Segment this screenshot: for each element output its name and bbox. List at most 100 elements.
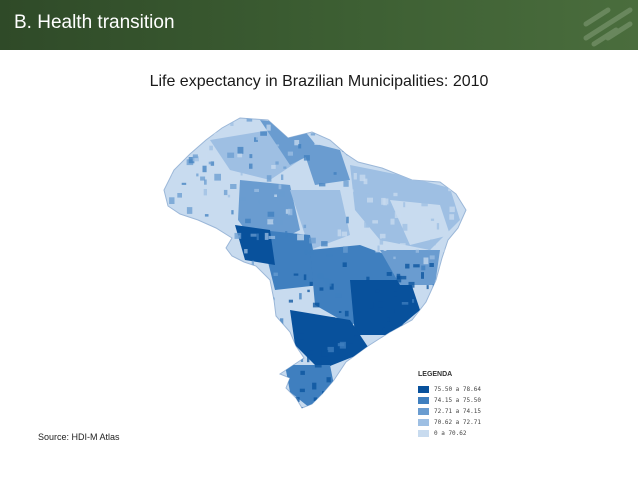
- municipality-cell: [204, 214, 209, 217]
- municipality-cell: [426, 166, 433, 174]
- municipality-cell: [445, 267, 452, 271]
- municipality-cell: [279, 337, 284, 342]
- municipality-cell: [458, 119, 464, 127]
- municipality-cell: [330, 317, 335, 323]
- municipality-cell: [217, 307, 221, 313]
- municipality-cell: [396, 386, 403, 391]
- municipality-cell: [460, 195, 466, 199]
- municipality-cell: [415, 141, 419, 148]
- municipality-cell: [461, 335, 466, 338]
- municipality-cell: [383, 198, 389, 206]
- municipality-cell: [439, 277, 445, 284]
- municipality-cell: [400, 275, 407, 280]
- logo-icon: [583, 7, 633, 47]
- municipality-cell: [441, 269, 448, 273]
- municipality-cell: [464, 122, 466, 127]
- municipality-cell: [210, 161, 215, 166]
- municipality-cell: [198, 330, 201, 336]
- municipality-cell: [402, 223, 408, 231]
- municipality-cell: [263, 327, 269, 333]
- municipality-cell: [462, 310, 466, 314]
- municipality-cell: [171, 174, 175, 178]
- municipality-cell: [297, 234, 304, 241]
- municipality-cell: [249, 154, 253, 159]
- municipality-cell: [257, 199, 260, 204]
- municipality-cell: [245, 218, 251, 224]
- municipality-cell: [273, 321, 278, 324]
- municipality-cell: [206, 337, 210, 343]
- municipality-cell: [278, 190, 285, 198]
- municipality-cell: [283, 166, 287, 169]
- municipality-cell: [166, 274, 173, 278]
- municipality-cell: [200, 176, 206, 181]
- municipality-cell: [310, 133, 316, 136]
- municipality-cell: [295, 397, 300, 402]
- municipality-cell: [185, 135, 193, 138]
- municipality-cell: [429, 255, 435, 260]
- municipality-cell: [173, 317, 177, 325]
- municipality-cell: [278, 184, 282, 190]
- municipality-cell: [188, 157, 195, 164]
- municipality-cell: [285, 231, 288, 238]
- municipality-cell: [242, 398, 246, 403]
- municipality-cell: [246, 118, 253, 122]
- municipality-cell: [259, 386, 264, 389]
- municipality-cell: [234, 232, 242, 239]
- municipality-cell: [280, 318, 284, 326]
- municipality-cell: [351, 189, 354, 193]
- municipality-cell: [275, 144, 280, 147]
- municipality-cell: [213, 267, 216, 270]
- municipality-cell: [244, 249, 248, 254]
- municipality-cell: [198, 349, 202, 352]
- municipality-cell: [390, 405, 396, 408]
- municipality-cell: [444, 127, 452, 131]
- municipality-cell: [164, 156, 169, 162]
- municipality-cell: [400, 407, 405, 408]
- municipality-cell: [251, 260, 254, 266]
- municipality-cell: [460, 240, 464, 246]
- municipality-cell: [339, 341, 346, 349]
- municipality-cell: [191, 250, 194, 255]
- municipality-cell: [256, 135, 260, 141]
- municipality-cell: [362, 149, 369, 152]
- municipality-cell: [404, 340, 410, 344]
- municipality-cell: [224, 174, 229, 180]
- municipality-cell: [323, 402, 328, 407]
- legend-swatch: [418, 397, 429, 404]
- municipality-cell: [399, 243, 406, 246]
- municipality-cell: [193, 257, 196, 264]
- municipality-cell: [271, 165, 276, 169]
- municipality-cell: [242, 290, 246, 298]
- municipality-cell: [464, 182, 466, 189]
- municipality-cell: [343, 126, 346, 130]
- municipality-cell: [310, 126, 317, 133]
- municipality-cell: [374, 346, 381, 352]
- municipality-cell: [273, 272, 278, 276]
- municipality-cell: [191, 122, 198, 129]
- legend-item: 74.15 a 75.50: [418, 395, 488, 406]
- municipality-cell: [202, 337, 205, 341]
- municipality-cell: [436, 223, 440, 230]
- municipality-cell: [174, 340, 177, 344]
- municipality-cell: [423, 257, 429, 265]
- municipality-cell: [415, 126, 421, 133]
- municipality-cell: [387, 317, 390, 322]
- municipality-cell: [462, 251, 466, 256]
- municipality-cell: [324, 133, 328, 138]
- municipality-cell: [441, 325, 447, 328]
- municipality-cell: [447, 162, 450, 164]
- municipality-cell: [177, 261, 183, 266]
- municipality-cell: [299, 293, 302, 300]
- municipality-cell: [379, 238, 384, 245]
- municipality-cell: [344, 310, 349, 317]
- map-region: [300, 140, 350, 185]
- municipality-cell: [307, 289, 310, 293]
- municipality-cell: [304, 249, 308, 255]
- municipality-cell: [326, 254, 333, 257]
- municipality-cell: [303, 155, 310, 161]
- municipality-cell: [246, 346, 250, 351]
- municipality-cell: [230, 184, 237, 189]
- municipality-cell: [231, 210, 234, 215]
- municipality-cell: [300, 358, 304, 362]
- municipality-cell: [370, 214, 378, 219]
